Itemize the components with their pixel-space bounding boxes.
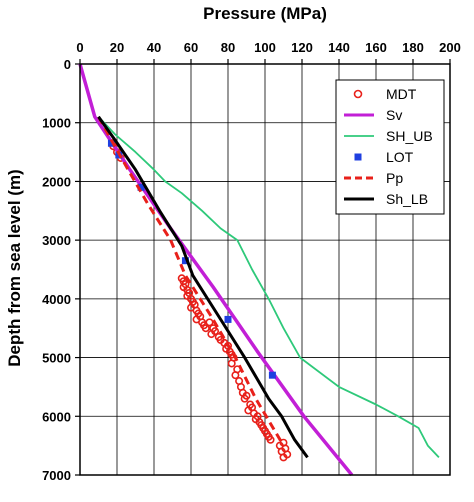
tick-label-x-20: 20: [110, 40, 124, 55]
series-pp-line: [97, 116, 285, 447]
series-lot-point-0: [107, 139, 115, 147]
legend-mdt-marker: [353, 89, 363, 99]
tick-label-y-2000: 2000: [42, 174, 71, 189]
series-mdt-point-40: [240, 394, 249, 403]
tick-label-x-180: 180: [402, 40, 424, 55]
series-sh-ub-line: [97, 116, 440, 459]
tick-label-x-100: 100: [254, 40, 276, 55]
tick-label-x-60: 60: [184, 40, 198, 55]
series-sh-lb-line: [97, 115, 309, 459]
legend-sh-ub-label: SH_UB: [386, 128, 433, 144]
series-sv-line: [78, 63, 354, 477]
tick-label-y-0: 0: [64, 57, 71, 72]
tick-label-x-120: 120: [291, 40, 313, 55]
legend-sv-label: Sv: [386, 107, 402, 123]
tick-label-x-140: 140: [328, 40, 350, 55]
series-layer: [78, 63, 440, 477]
legend-box: [335, 79, 445, 215]
series-mdt-point-35: [231, 371, 240, 380]
tick-label-x-40: 40: [147, 40, 161, 55]
series-mdt-point-20: [201, 324, 210, 333]
tick-label-y-4000: 4000: [42, 292, 71, 307]
legend: MDT Sv SH_UB LOT Pp Sh_LB: [335, 79, 445, 215]
series-mdt-point-53: [266, 435, 275, 444]
series-lot-point-2: [137, 183, 145, 191]
axis-ticks: 0 20 40 60 80 100 120 140 160 180 2000100020003000…: [42, 40, 461, 483]
tick-label-x-200: 200: [439, 40, 461, 55]
series-mdt-point-59: [279, 453, 288, 462]
tick-label-y-6000: 6000: [42, 409, 71, 424]
legend-lot-label: LOT: [386, 149, 414, 165]
tick-label-y-5000: 5000: [42, 351, 71, 366]
tick-label-x-80: 80: [221, 40, 235, 55]
series-lot-point-5: [268, 371, 276, 379]
legend-mdt-label: MDT: [386, 86, 417, 102]
series-mdt-point-24: [211, 327, 220, 336]
legend-lot-marker: [354, 153, 362, 161]
legend-sh-lb-label: Sh_LB: [386, 191, 428, 207]
tick-label-x-0: 0: [76, 40, 83, 55]
tick-label-y-3000: 3000: [42, 233, 71, 248]
tick-label-x-160: 160: [365, 40, 387, 55]
series-lot-point-4: [224, 315, 232, 323]
legend-pp-label: Pp: [386, 170, 403, 186]
tick-label-y-1000: 1000: [42, 116, 71, 131]
tick-label-y-7000: 7000: [42, 468, 71, 483]
series-mdt-point-33: [227, 359, 236, 368]
y-axis-title: Depth from sea level (m): [5, 169, 24, 366]
x-axis-title: Pressure (MPa): [203, 4, 327, 23]
series-mdt-point-21: [205, 318, 214, 327]
series-lot-point-3: [181, 257, 189, 265]
plot-frame: [79, 63, 451, 476]
